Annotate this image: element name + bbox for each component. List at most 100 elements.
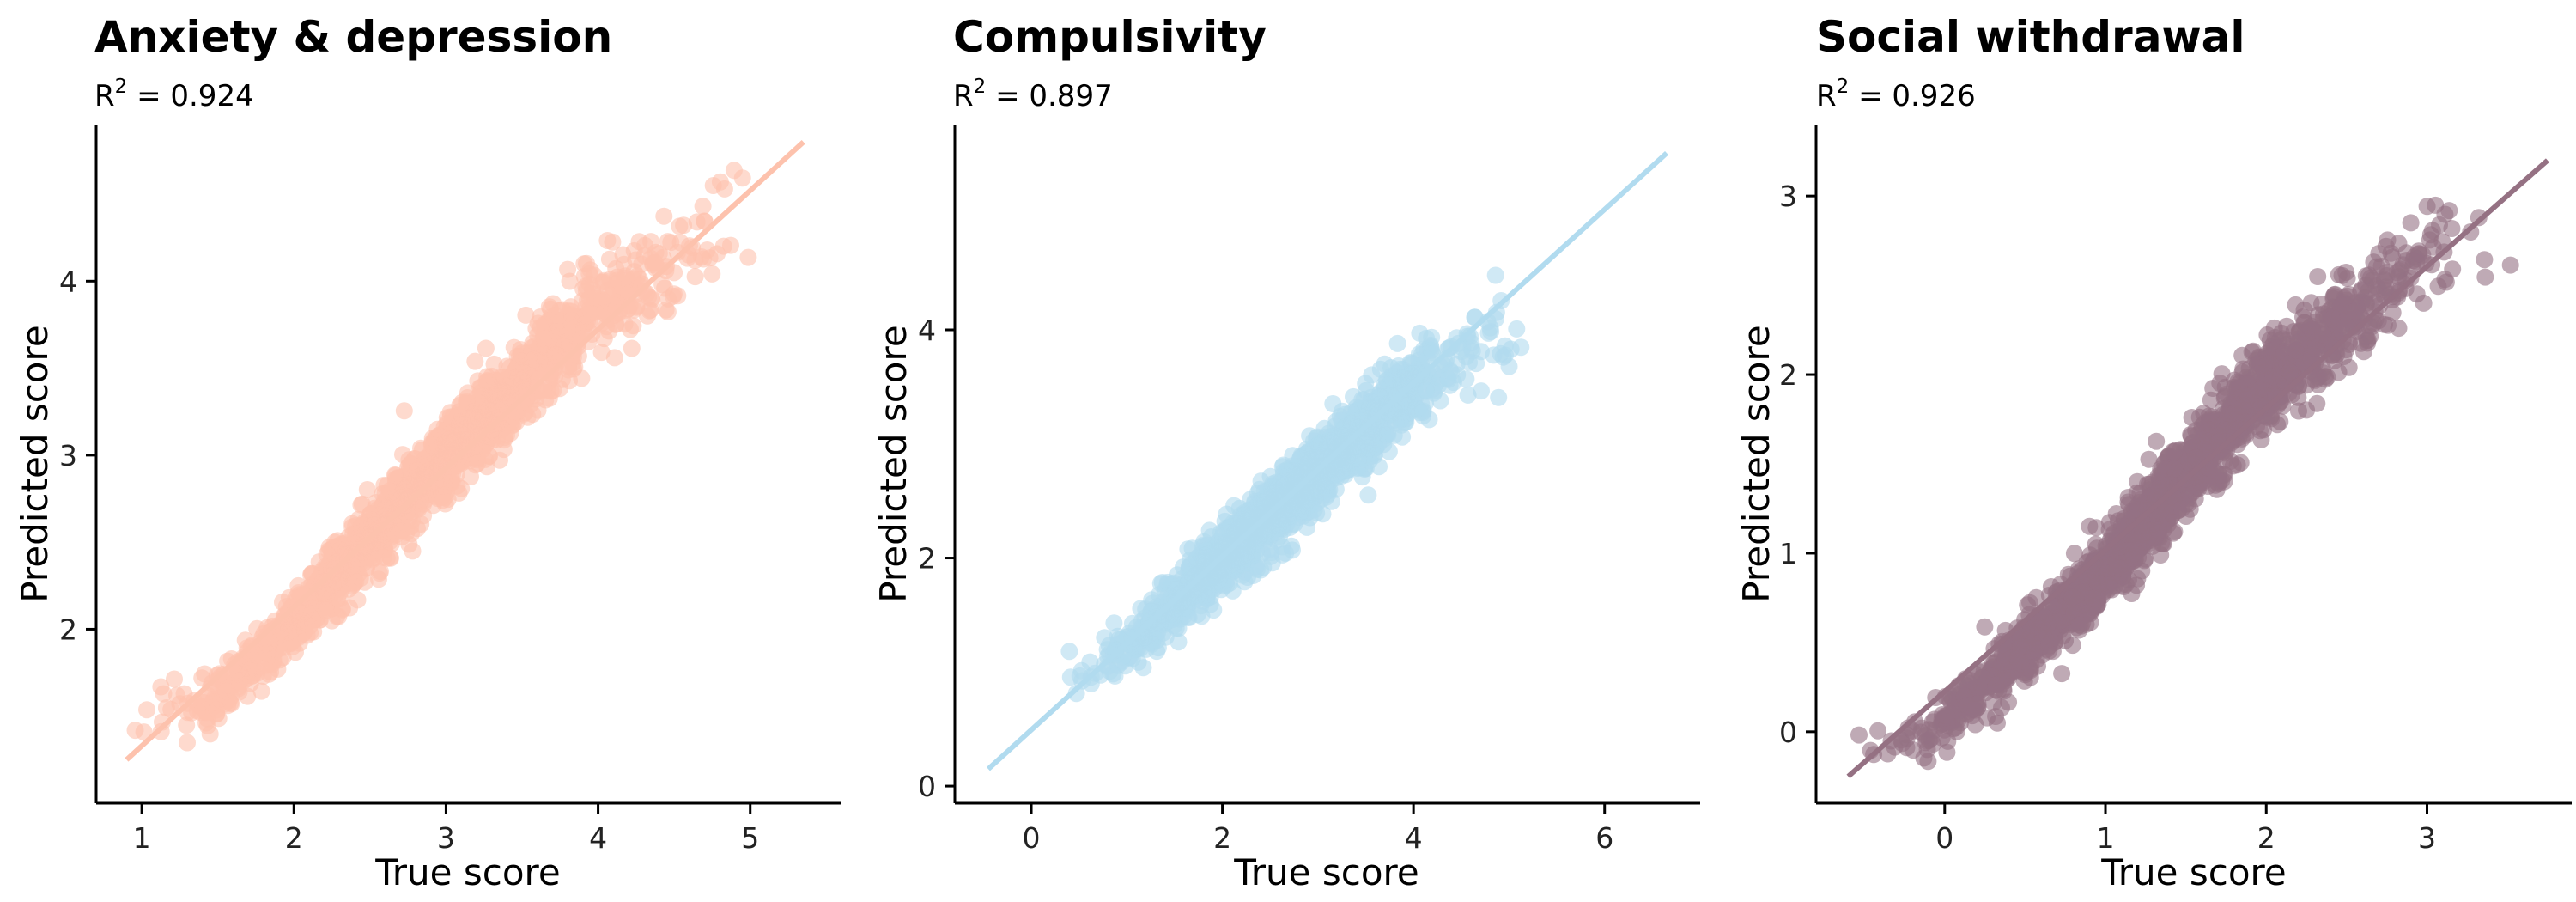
chart-title: Anxiety & depression <box>94 12 612 62</box>
data-point <box>1221 524 1239 542</box>
y-axis-title: Predicted score <box>14 325 56 602</box>
data-point <box>2436 271 2454 289</box>
data-point <box>617 272 635 289</box>
data-point <box>427 472 445 491</box>
data-point <box>2152 546 2170 564</box>
data-point <box>2123 585 2141 602</box>
data-point <box>1314 505 1332 523</box>
data-point <box>351 524 369 542</box>
fit-line <box>125 140 805 762</box>
data-point <box>739 248 757 266</box>
data-point <box>654 248 672 266</box>
data-point <box>495 431 513 449</box>
data-point <box>1350 449 1367 467</box>
data-point <box>2418 198 2436 216</box>
data-point <box>1183 539 1201 558</box>
data-point <box>441 432 459 450</box>
data-point <box>274 649 292 667</box>
data-point <box>347 573 365 591</box>
x-tick-label: 4 <box>589 821 607 855</box>
data-point <box>1149 624 1167 641</box>
r-value: = 0.924 <box>127 79 253 113</box>
r-squared-label: R2 = 0.926 <box>1816 76 1976 113</box>
r-squared-label: R2 = 0.897 <box>953 76 1113 113</box>
data-point <box>1443 363 1461 381</box>
data-point <box>415 507 433 525</box>
scatter-points <box>126 162 757 752</box>
data-point <box>1317 488 1335 506</box>
data-point <box>398 459 416 477</box>
data-point <box>593 291 611 309</box>
data-point <box>1379 426 1397 443</box>
data-point <box>715 180 733 198</box>
data-point <box>2252 430 2270 448</box>
data-point <box>1359 486 1377 504</box>
data-point <box>1494 348 1512 366</box>
data-point <box>2402 214 2420 232</box>
data-point <box>166 670 183 688</box>
data-point <box>2208 480 2226 498</box>
chart-title: Social withdrawal <box>1816 12 2245 62</box>
data-point <box>2057 631 2075 649</box>
x-tick-label: 6 <box>1595 821 1613 855</box>
data-point <box>2476 268 2494 286</box>
data-point <box>302 605 320 623</box>
fit-line-group <box>986 150 1669 771</box>
data-point <box>2421 226 2439 244</box>
data-point <box>1461 353 1478 371</box>
data-point <box>135 723 153 741</box>
data-point <box>502 413 520 431</box>
data-point <box>138 701 155 719</box>
data-point <box>1938 743 1956 761</box>
data-point <box>204 693 222 711</box>
data-point <box>2476 251 2494 269</box>
data-point <box>1486 266 1504 284</box>
data-point <box>1312 441 1330 459</box>
y-tick-label: 4 <box>918 314 936 347</box>
data-point <box>468 397 486 415</box>
data-point <box>482 402 500 420</box>
r-superscript: 2 <box>115 76 128 98</box>
data-point <box>2053 665 2071 683</box>
data-point <box>517 306 535 324</box>
r-value: = 0.926 <box>1849 79 1975 113</box>
data-point <box>722 236 739 254</box>
data-point <box>1972 668 1990 686</box>
data-point <box>1512 338 1530 357</box>
data-point <box>559 260 577 278</box>
data-point <box>395 402 413 420</box>
data-point <box>2298 401 2316 419</box>
data-point <box>400 535 418 553</box>
data-point <box>536 333 553 351</box>
data-point <box>201 725 219 743</box>
data-point <box>2287 296 2305 314</box>
data-point <box>1490 388 1508 406</box>
data-point <box>550 318 568 336</box>
x-tick-label: 4 <box>1405 821 1423 855</box>
x-axis-title: True score <box>1233 851 1419 893</box>
x-tick-label: 3 <box>437 821 455 855</box>
data-point <box>392 522 409 540</box>
chart-title: Compulsivity <box>953 12 1267 62</box>
r-squared-label: R2 = 0.924 <box>94 76 254 113</box>
r-symbol: R <box>953 79 974 113</box>
data-point <box>2258 326 2276 344</box>
data-point <box>2408 285 2426 303</box>
x-tick-label: 0 <box>1023 821 1041 855</box>
data-point <box>2361 327 2379 345</box>
data-point <box>1479 324 1498 342</box>
data-point <box>349 510 368 528</box>
data-point <box>703 265 721 283</box>
data-point <box>179 734 196 752</box>
data-point <box>1382 359 1400 376</box>
data-point <box>675 216 693 235</box>
y-tick-label: 2 <box>918 542 936 576</box>
data-point <box>491 451 508 469</box>
data-point <box>659 303 677 320</box>
data-point <box>1388 334 1406 352</box>
x-tick-label: 1 <box>133 821 151 855</box>
data-point <box>694 198 712 216</box>
data-point <box>562 302 580 320</box>
data-point <box>1205 601 1223 619</box>
